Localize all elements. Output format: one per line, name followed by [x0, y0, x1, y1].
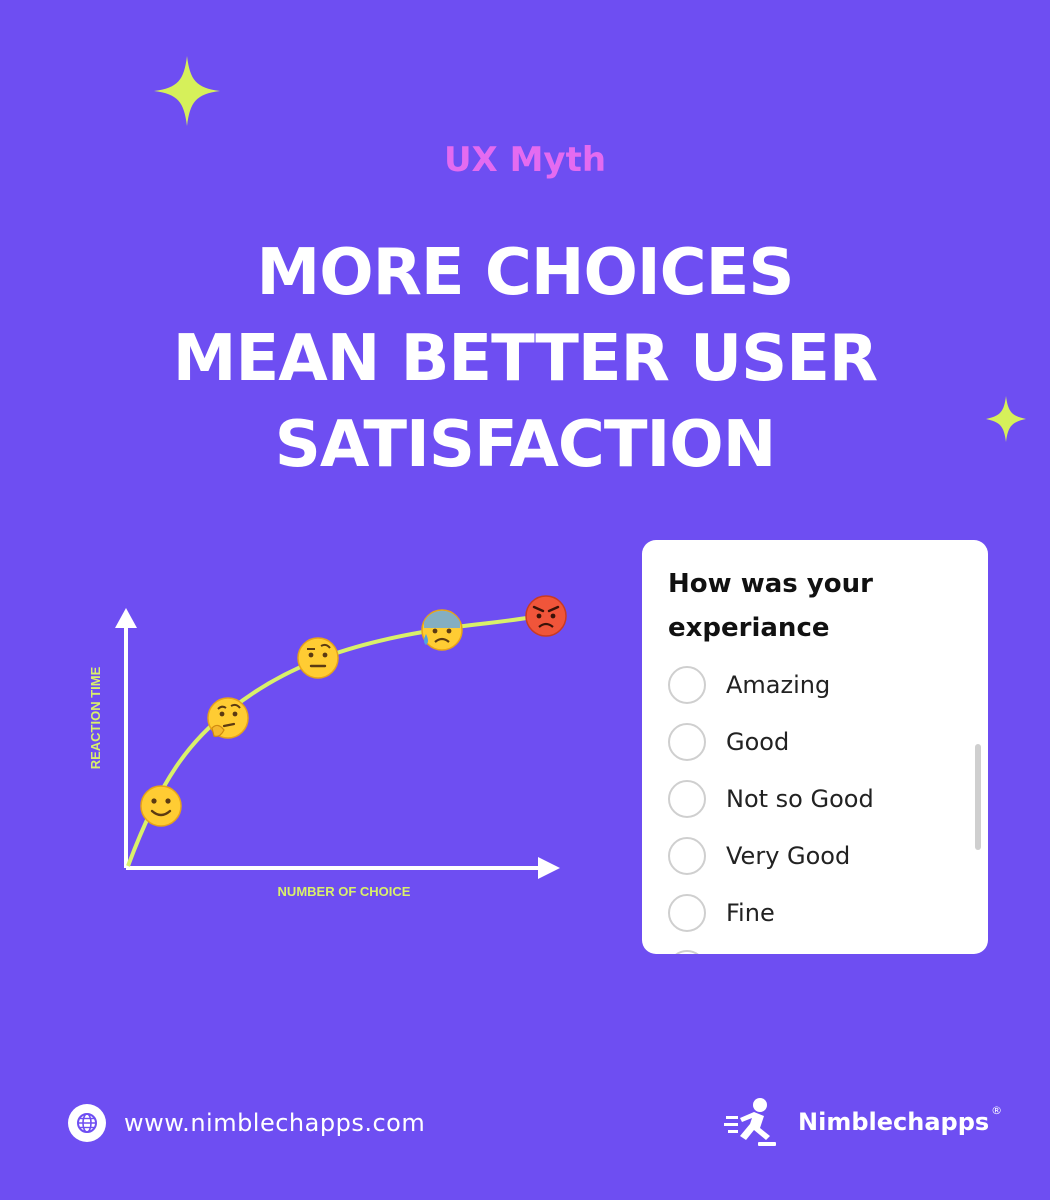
- radio-button[interactable]: [668, 723, 706, 761]
- reaction-time-chart: NUMBER OF CHOICE REACTION TIME: [88, 595, 567, 899]
- runner-logo-icon: [724, 1098, 776, 1146]
- brand-logo: Nimblechapps ®: [724, 1096, 1002, 1148]
- headline-line: MEAN BETTER USER: [172, 322, 878, 396]
- y-axis-arrow: [115, 608, 137, 628]
- option-label: Fine: [726, 899, 775, 927]
- brand-name: Nimblechapps: [798, 1108, 990, 1136]
- globe-icon: [68, 1104, 106, 1142]
- eyebrow-label: UX Myth: [443, 140, 607, 180]
- smiling-face-icon: [140, 785, 182, 827]
- x-axis-label: NUMBER OF CHOICE: [278, 884, 411, 899]
- scrollbar[interactable]: [975, 744, 981, 850]
- radio-button[interactable]: [668, 837, 706, 875]
- headline-line: MORE CHOICES: [256, 236, 795, 310]
- radio-button-cut-off[interactable]: [668, 950, 706, 954]
- headline-line: SATISFACTION: [274, 408, 777, 482]
- radio-button[interactable]: [668, 780, 706, 818]
- option-not-so-good[interactable]: Not so Good: [668, 777, 874, 821]
- option-label: Not so Good: [726, 785, 874, 813]
- survey-card: How was your experiance Amazing Good Not…: [642, 540, 988, 954]
- anxious-face-icon: [421, 609, 463, 651]
- raised-eyebrow-face-icon: [297, 637, 339, 679]
- angry-face-icon: [525, 595, 567, 637]
- survey-question: How was your experiance: [668, 569, 873, 643]
- option-fine[interactable]: Fine: [668, 891, 775, 935]
- headline: MORE CHOICES MEAN BETTER USER SATISFACTI…: [0, 230, 1050, 488]
- option-good[interactable]: Good: [668, 720, 789, 764]
- website-url: www.nimblechapps.com: [124, 1109, 426, 1137]
- reaction-curve: [126, 612, 551, 867]
- website-link[interactable]: www.nimblechapps.com: [68, 1104, 425, 1142]
- option-label: Good: [726, 728, 790, 756]
- sparkle-icon: [986, 396, 1026, 442]
- radio-button[interactable]: [668, 666, 706, 704]
- option-label: Very Good: [726, 842, 851, 870]
- x-axis-arrow: [538, 857, 560, 879]
- option-label: Amazing: [726, 671, 831, 699]
- radio-button[interactable]: [668, 894, 706, 932]
- thinking-face-icon: [207, 697, 249, 739]
- y-axis-label: REACTION TIME: [88, 666, 103, 769]
- sparkle-icon: [154, 56, 220, 126]
- option-very-good[interactable]: Very Good: [668, 834, 850, 878]
- option-amazing[interactable]: Amazing: [668, 663, 830, 707]
- registered-mark: ®: [991, 1103, 1003, 1117]
